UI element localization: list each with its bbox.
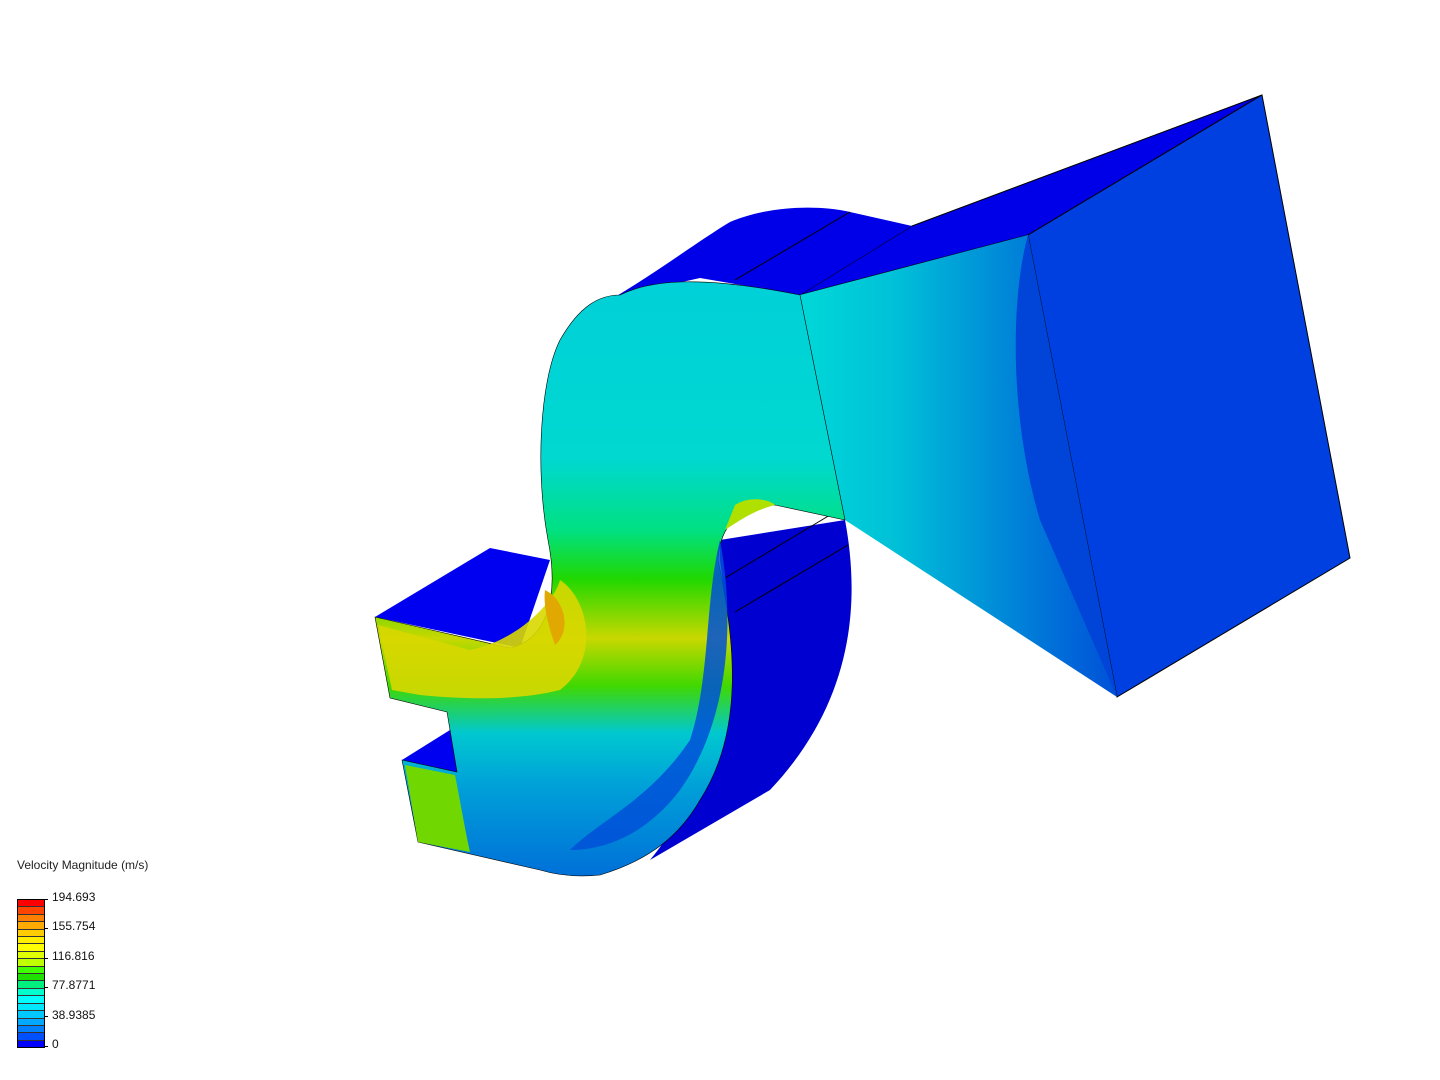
edge-line <box>724 514 831 579</box>
legend-band <box>18 981 44 989</box>
legend-tick <box>44 1046 48 1047</box>
legend-band <box>18 951 44 960</box>
legend-band <box>18 907 44 915</box>
legend-tick <box>44 987 48 988</box>
high-velocity-region <box>378 580 587 699</box>
legend-band <box>18 1003 44 1012</box>
legend-band <box>18 922 44 930</box>
upper-pipe-top-face <box>615 207 912 297</box>
legend-band <box>18 959 44 967</box>
lower-inlet-top-face <box>402 730 457 772</box>
legend-band <box>18 1025 44 1034</box>
legend-band <box>18 988 44 997</box>
color-legend: Velocity Magnitude (m/s) 194.693 155.754… <box>17 858 217 1058</box>
legend-band <box>18 900 44 908</box>
inlet-top-face <box>375 548 550 648</box>
legend-label-max: 194.693 <box>52 890 96 904</box>
legend-label: 155.754 <box>52 919 96 933</box>
legend-band <box>18 944 44 952</box>
legend-color-bar <box>17 899 45 1048</box>
legend-tick <box>44 928 48 929</box>
legend-band <box>18 1018 44 1026</box>
legend-band <box>18 974 44 982</box>
outlet-face <box>1027 94 1351 698</box>
legend-tick <box>44 1016 48 1017</box>
peak-velocity-region <box>544 590 565 645</box>
legend-tick <box>44 899 48 900</box>
legend-band <box>18 914 44 923</box>
legend-title: Velocity Magnitude (m/s) <box>17 858 149 872</box>
edge-line <box>734 544 849 613</box>
inner-wall-low-velocity <box>570 540 728 850</box>
legend-label: 38.9385 <box>52 1008 96 1022</box>
legend-band <box>18 1033 44 1041</box>
legend-band <box>18 1011 44 1019</box>
legend-band <box>18 1040 44 1048</box>
edge-line <box>734 211 851 281</box>
legend-label: 77.8771 <box>52 978 96 992</box>
legend-band <box>18 966 44 975</box>
lower-inlet-flow <box>405 765 470 852</box>
legend-label-min: 0 <box>52 1037 59 1051</box>
throat-accel <box>725 499 775 530</box>
legend-band <box>18 929 44 938</box>
legend-label: 116.816 <box>52 949 95 963</box>
velocity-contour-face <box>374 281 846 877</box>
legend-band <box>18 937 44 945</box>
legend-band <box>18 996 44 1004</box>
legend-tick <box>44 958 48 959</box>
diffuser-dark-band <box>1015 235 1117 697</box>
